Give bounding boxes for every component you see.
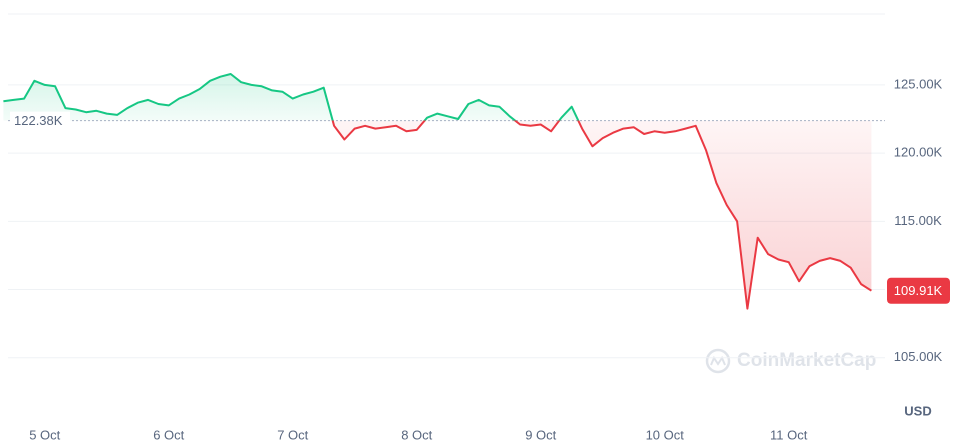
x-tick-label: 5 Oct (29, 427, 60, 442)
y-unit: USD (904, 403, 931, 418)
x-tick-label: 9 Oct (525, 427, 556, 442)
last-value-box (887, 277, 950, 304)
watermark-text: CoinMarketCap (737, 350, 876, 371)
price-line (3, 73, 872, 310)
x-tick-label: 10 Oct (646, 427, 685, 442)
x-tick-label: 7 Oct (277, 427, 308, 442)
baseline-label: 122.38K (14, 113, 63, 128)
area-fill (3, 74, 872, 309)
x-tick-label: 11 Oct (770, 427, 808, 442)
y-tick-label: 105.00K (894, 349, 943, 364)
y-tick-label: 115.00K (894, 213, 942, 228)
x-tick-label: 6 Oct (153, 427, 184, 442)
x-tick-label: 8 Oct (401, 427, 432, 442)
baseline-label-box (10, 111, 70, 130)
last-value-label: 109.91K (894, 283, 943, 298)
y-tick-label: 120.00K (894, 145, 943, 160)
y-tick-label: 125.00K (894, 76, 943, 91)
watermark: CoinMarketCap (705, 348, 876, 374)
